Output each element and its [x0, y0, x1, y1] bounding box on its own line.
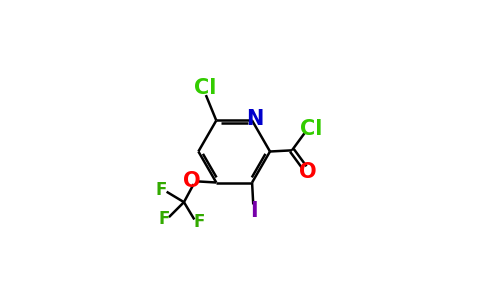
Text: F: F	[156, 181, 167, 199]
Text: O: O	[299, 162, 316, 182]
Text: I: I	[250, 201, 257, 221]
Text: N: N	[246, 109, 264, 129]
Text: Cl: Cl	[300, 119, 322, 139]
Text: Cl: Cl	[194, 78, 216, 98]
Text: F: F	[193, 213, 205, 231]
Text: O: O	[183, 171, 200, 191]
Text: F: F	[158, 210, 169, 228]
